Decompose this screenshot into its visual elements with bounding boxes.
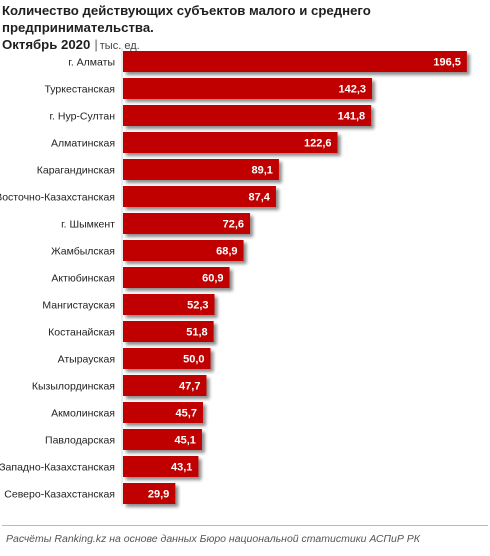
- bar: [123, 267, 230, 288]
- bar: [123, 213, 251, 234]
- bar: [123, 105, 372, 126]
- bar: [123, 186, 276, 207]
- title-line-2: Октябрь 2020: [2, 37, 91, 52]
- bar: [123, 321, 214, 342]
- bar: [123, 132, 338, 153]
- category-label: Атырауская: [58, 354, 115, 366]
- category-label: Акмолинская: [51, 408, 115, 420]
- value-label: 142,3: [338, 84, 366, 96]
- title-separator: |: [94, 37, 98, 52]
- category-label: г. Нур-Султан: [50, 111, 116, 123]
- category-label: Костанайская: [48, 327, 115, 339]
- bar: [123, 51, 467, 72]
- value-label: 87,4: [249, 192, 271, 204]
- value-label: 52,3: [187, 300, 208, 312]
- value-label: 89,1: [252, 165, 273, 177]
- value-label: 122,6: [304, 138, 332, 150]
- bar: [123, 402, 203, 423]
- title-unit: тыс. ед.: [99, 40, 140, 52]
- category-label: Алматинская: [51, 138, 115, 150]
- value-label: 72,6: [223, 219, 244, 231]
- value-label: 51,8: [186, 327, 207, 339]
- category-label: Туркестанская: [44, 84, 115, 96]
- title-line-1: Количество действующих субъектов малого …: [2, 3, 371, 35]
- category-label: Кызылординская: [32, 381, 115, 393]
- category-label: Западно-Казахстанская: [0, 462, 115, 474]
- category-label: Карагандинская: [37, 165, 115, 177]
- bar: [123, 375, 207, 396]
- category-label: Павлодарская: [45, 435, 115, 447]
- value-label: 196,5: [433, 57, 461, 69]
- value-label: 45,1: [175, 435, 196, 447]
- category-label: Мангистауская: [42, 300, 115, 312]
- chart-title: Количество действующих субъектов малого …: [2, 2, 488, 55]
- value-label: 29,9: [148, 489, 169, 501]
- value-label: 45,7: [176, 408, 197, 420]
- bar: [123, 240, 244, 261]
- bar: [123, 456, 199, 477]
- bar: [123, 429, 202, 450]
- value-label: 43,1: [171, 462, 192, 474]
- value-label: 68,9: [216, 246, 237, 258]
- value-label: 47,7: [179, 381, 200, 393]
- bar: [123, 294, 215, 315]
- value-label: 141,8: [338, 111, 366, 123]
- category-label: Жамбылская: [51, 246, 115, 258]
- value-label: 60,9: [202, 273, 223, 285]
- footer-divider: [2, 525, 488, 526]
- bar: [123, 348, 211, 369]
- category-label: г. Алматы: [68, 57, 115, 69]
- category-label: г. Шымкент: [61, 219, 115, 231]
- category-label: Восточно-Казахстанская: [0, 192, 115, 204]
- category-label: Актюбинская: [51, 273, 115, 285]
- source-note: Расчёты Ranking.kz на основе данных Бюро…: [6, 533, 420, 545]
- bar: [123, 78, 373, 99]
- bar-chart: г. Алматы 196,5 Туркестанская 142,3 г. Нур-С…: [0, 48, 467, 506]
- value-label: 50,0: [183, 354, 204, 366]
- category-label: Северо-Казахстанская: [4, 489, 115, 501]
- bar: [123, 483, 176, 504]
- bar: [123, 159, 279, 180]
